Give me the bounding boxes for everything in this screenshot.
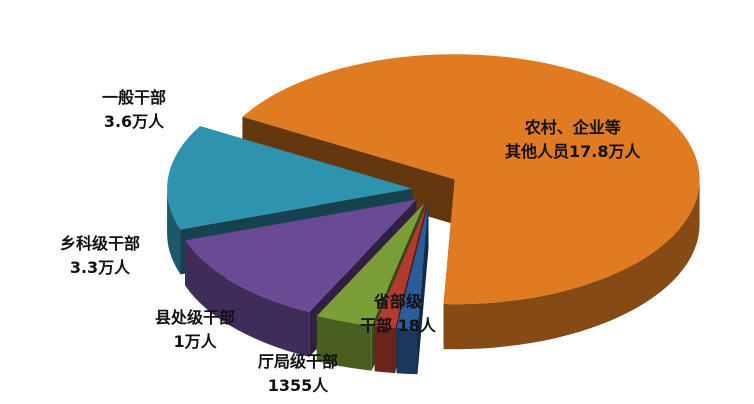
label-township-line1: 乡科级干部 — [60, 234, 141, 253]
label-bureau: 厅局级干部 1355人 — [258, 350, 338, 398]
label-general: 一般干部 3.6万人 — [102, 86, 166, 134]
slice-2-side-wall-0 — [374, 326, 396, 374]
label-general-line1: 一般干部 — [102, 88, 167, 107]
label-bureau-line2: 1355人 — [267, 376, 329, 395]
label-county-line2: 1万人 — [173, 332, 217, 351]
label-county-line1: 县处级干部 — [155, 308, 236, 327]
slice-4-side-wall-0 — [185, 240, 310, 357]
label-other-line2: 其他人员17.8万人 — [505, 142, 641, 161]
label-county: 县处级干部 1万人 — [155, 306, 235, 354]
label-provincial-line1: 省部级 — [373, 292, 422, 311]
slice-4-top-face-乡科级干部 — [185, 199, 417, 312]
slice-0-top-face-农村、企业等其他人员 — [242, 54, 700, 305]
slice-5-top-face-一般干部 — [167, 126, 413, 230]
label-township: 乡科级干部 3.3万人 — [60, 232, 140, 280]
label-provincial-line2: 干部 18人 — [360, 316, 436, 335]
label-other-line1: 农村、企业等 — [524, 118, 621, 137]
label-provincial: 省部级 干部 18人 — [360, 290, 436, 338]
label-other: 农村、企业等 其他人员17.8万人 — [505, 116, 640, 164]
slice-2-top-face-省部级干部 — [374, 204, 427, 329]
slice-5-side-wall-0 — [167, 188, 181, 275]
slice-0-side-wall-0 — [443, 179, 700, 350]
slice-3-side-wall-0 — [316, 316, 372, 371]
label-general-line2: 3.6万人 — [103, 112, 165, 131]
slice-1-side-wall-0 — [396, 328, 418, 375]
label-township-line2: 3.3万人 — [69, 258, 131, 277]
label-bureau-line1: 厅局级干部 — [258, 352, 339, 371]
slice-1-top-face-厅局级干部 — [396, 204, 429, 330]
slice-3-top-face-县处级干部 — [316, 203, 425, 326]
